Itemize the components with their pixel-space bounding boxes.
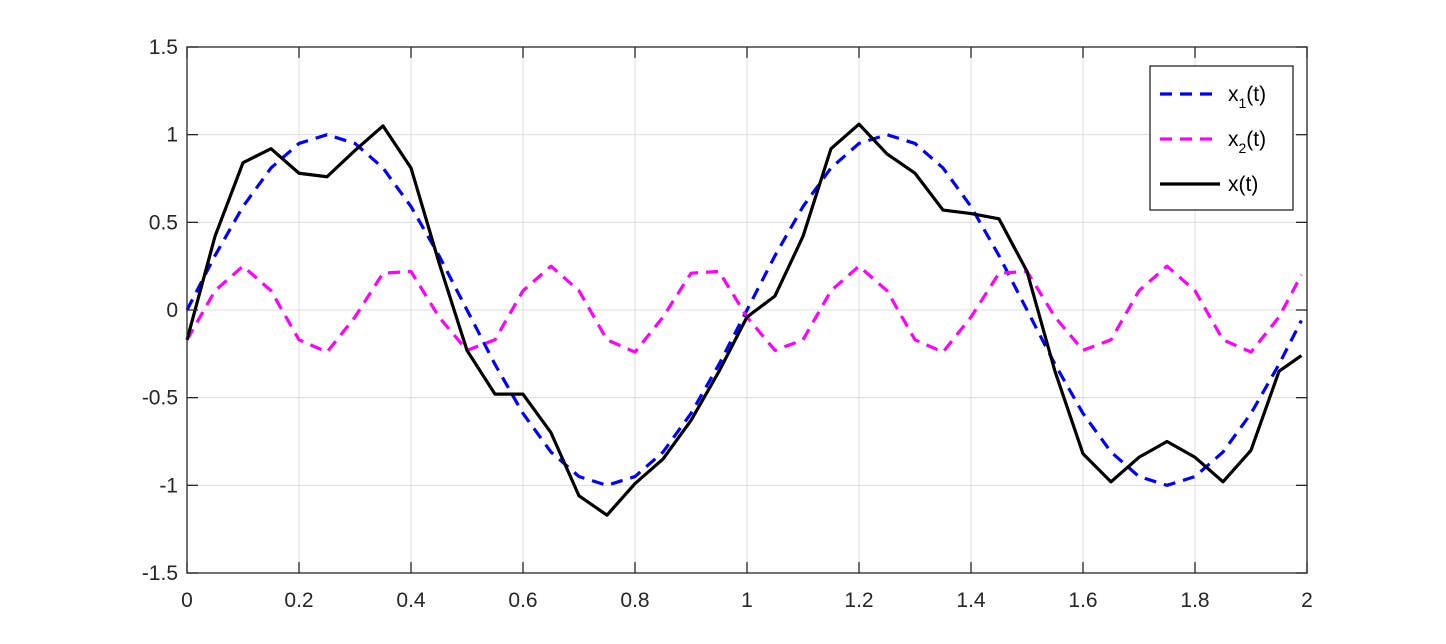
legend-entry-3: x(t) — [1228, 173, 1258, 196]
legend: x1(t) x2(t) x(t) — [1149, 65, 1294, 211]
legend-entry-2: x2(t) — [1228, 128, 1266, 156]
grid-lines — [187, 47, 1307, 573]
legend-entry-1: x1(t) — [1228, 83, 1266, 111]
x-tick-label: 0.6 — [508, 589, 537, 612]
x-tick-label: 1.2 — [844, 589, 873, 612]
x-tick-label: 1 — [741, 589, 753, 612]
series-line-3 — [185, 122, 1303, 517]
x-tick-label: 0.2 — [284, 589, 313, 612]
series-lines — [185, 122, 1303, 517]
y-tick-label: 1.5 — [149, 36, 178, 59]
x-tick-label: 0 — [181, 589, 193, 612]
axis-ticks: 0 0.2 0.4 0.6 0.8 1 1.2 1.4 1.6 1.8 2 1.5 1 0.5 0 -0.5 -… — [142, 36, 1313, 612]
x-tick-label: 0.4 — [396, 589, 426, 612]
x-tick-label: 2 — [1301, 589, 1313, 612]
series-line-2 — [185, 264, 1303, 354]
y-tick-label: -1.5 — [142, 562, 178, 585]
y-tick-label: 0.5 — [149, 211, 178, 234]
y-tick-label: -1 — [159, 474, 178, 497]
y-tick-label: 1 — [166, 124, 178, 147]
legend-box — [1149, 65, 1294, 211]
x-tick-label: 0.8 — [620, 589, 649, 612]
x-tick-label: 1.8 — [1180, 589, 1209, 612]
y-tick-label: 0 — [166, 299, 178, 322]
x-tick-label: 1.4 — [956, 589, 986, 612]
y-tick-label: -0.5 — [142, 387, 178, 410]
x-tick-label: 1.6 — [1068, 589, 1097, 612]
series-line-1 — [185, 133, 1303, 487]
